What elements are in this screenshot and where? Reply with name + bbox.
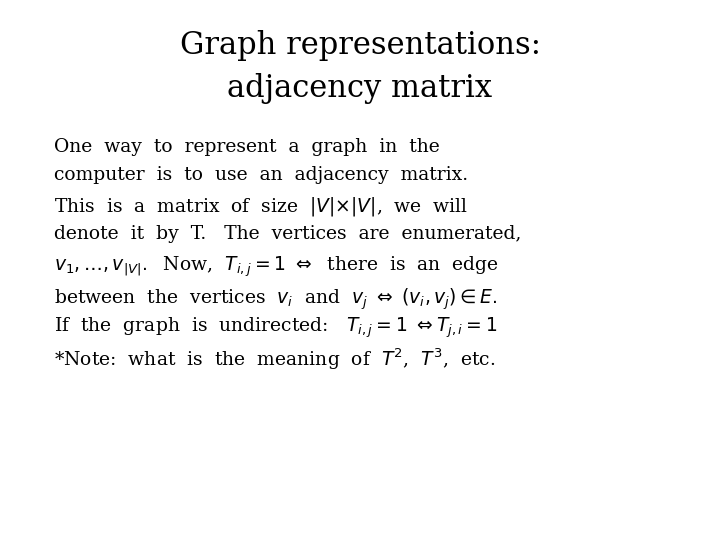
Text: between  the  vertices  $v_i$  and  $v_j$ $\Leftrightarrow$ $(v_i,v_j){\in}E.$: between the vertices $v_i$ and $v_j$ $\L… <box>54 286 498 312</box>
Text: If  the  graph  is  undirected:   $T_{i,j}{=}1$ $\Leftrightarrow$$T_{j,i}{=}1$: If the graph is undirected: $T_{i,j}{=}1… <box>54 316 498 340</box>
Text: $v_1,\ldots,v_{|V|}.$  Now,  $T_{i,j}{=}1$ $\Leftrightarrow$  there  is  an  edg: $v_1,\ldots,v_{|V|}.$ Now, $T_{i,j}{=}1$… <box>54 254 499 278</box>
Text: computer  is  to  use  an  adjacency  matrix.: computer is to use an adjacency matrix. <box>54 166 468 184</box>
Text: adjacency matrix: adjacency matrix <box>228 73 492 104</box>
Text: denote  it  by  T.   The  vertices  are  enumerated,: denote it by T. The vertices are enumera… <box>54 225 521 242</box>
Text: *Note:  what  is  the  meaning  of  $T^2$,  $T^3$,  etc.: *Note: what is the meaning of $T^2$, $T^… <box>54 347 495 372</box>
Text: One  way  to  represent  a  graph  in  the: One way to represent a graph in the <box>54 138 440 156</box>
Text: This  is  a  matrix  of  size  $|V|{\times}|V|$,  we  will: This is a matrix of size $|V|{\times}|V|… <box>54 195 468 219</box>
Text: Graph representations:: Graph representations: <box>179 30 541 60</box>
